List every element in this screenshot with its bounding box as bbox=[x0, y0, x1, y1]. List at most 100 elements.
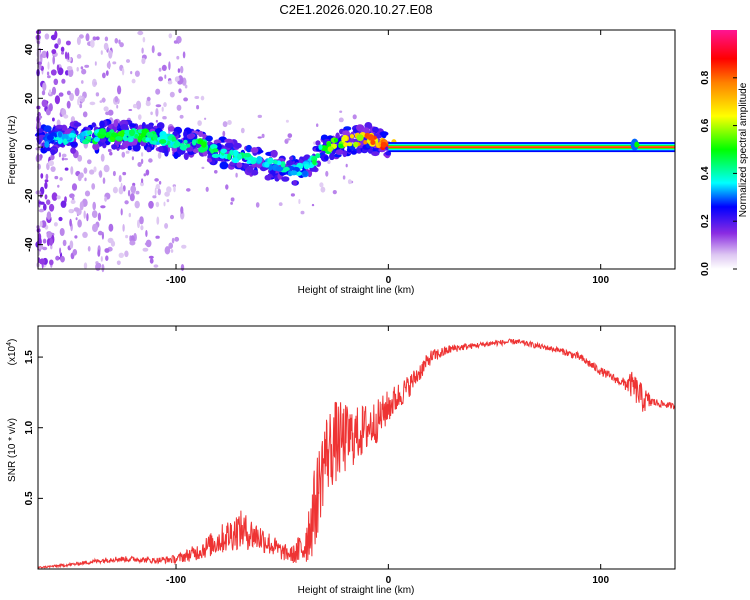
spectrogram-point-387 bbox=[86, 213, 89, 222]
snr-y-tick-label-1: 1.0 bbox=[24, 420, 35, 434]
spectrogram-point-126 bbox=[124, 250, 129, 258]
spectrogram-point-935 bbox=[195, 143, 201, 149]
spectrogram-point-453 bbox=[63, 158, 68, 161]
spectrogram-point-411 bbox=[117, 85, 122, 95]
spectrogram-point-475 bbox=[325, 170, 329, 177]
spectrogram-point-448 bbox=[158, 180, 162, 185]
spectrogram-point-785 bbox=[202, 133, 207, 139]
spectrogram-point-52 bbox=[128, 212, 131, 218]
spectrogram-point-10 bbox=[112, 170, 116, 177]
spectrogram-point-1269 bbox=[57, 131, 63, 138]
spectrogram-point-262 bbox=[178, 88, 182, 94]
spectrogram-point-421 bbox=[352, 114, 357, 120]
spectrogram-point-1061 bbox=[256, 156, 263, 163]
spectrogram-point-279 bbox=[71, 183, 78, 191]
spectrogram-point-6 bbox=[140, 225, 144, 231]
snr-multiplier-exp: 4 bbox=[6, 342, 13, 346]
spectrogram-point-415 bbox=[79, 201, 84, 211]
snr-x-tick-label-0: -100 bbox=[166, 575, 186, 586]
spectrogram-point-307 bbox=[125, 234, 129, 239]
spectrogram-point-493 bbox=[161, 106, 164, 112]
snr-frame bbox=[37, 325, 676, 570]
spectrogram-point-1230 bbox=[180, 144, 188, 151]
snr-series-line bbox=[37, 338, 676, 569]
spectrogram-point-190 bbox=[44, 33, 50, 40]
spectrogram-point-24 bbox=[94, 61, 97, 66]
spectrogram-point-379 bbox=[56, 64, 60, 72]
spectrogram-point-470 bbox=[79, 172, 84, 179]
spectrogram-point-88 bbox=[174, 236, 180, 242]
spectrogram-point-216 bbox=[51, 86, 57, 95]
spectrogram-point-205 bbox=[141, 47, 144, 54]
spectrogram-point-209 bbox=[149, 258, 154, 264]
spectrogram-point-85 bbox=[84, 190, 91, 197]
spectrogram-point-440 bbox=[319, 182, 324, 188]
spectrogram-point-298 bbox=[180, 264, 185, 271]
spectrogram-point-1217 bbox=[220, 148, 228, 154]
snr-x-tick-label-2: 100 bbox=[592, 575, 609, 586]
spectrogram-point-435 bbox=[155, 119, 158, 123]
colorbar-tick-label-4: 0.8 bbox=[700, 70, 711, 84]
spectrogram-point-49 bbox=[156, 216, 160, 225]
spectrogram-point-369 bbox=[91, 210, 98, 219]
spectrogram-point-1239 bbox=[283, 166, 290, 172]
spectrogram-point-113 bbox=[46, 199, 51, 205]
spectrogram-point-392 bbox=[142, 36, 146, 43]
spectrogram-point-381 bbox=[137, 30, 144, 36]
spectrogram-point-84 bbox=[126, 59, 130, 63]
spectrogram-point-903 bbox=[289, 156, 294, 161]
spectrogram-point-495 bbox=[78, 96, 83, 99]
spectrogram-point-7 bbox=[78, 34, 84, 39]
spectrogram-point-375 bbox=[152, 195, 157, 199]
spectrogram-point-391 bbox=[64, 51, 68, 60]
spectrogram-point-1004 bbox=[111, 144, 118, 150]
spectrogram-point-25 bbox=[82, 111, 88, 118]
spectrogram-y-tick-label-0: -40 bbox=[24, 237, 35, 252]
spectrogram-point-394 bbox=[66, 100, 71, 109]
spectrogram-point-364 bbox=[50, 154, 55, 161]
spectrogram-point-919 bbox=[270, 149, 278, 158]
spectrogram-point-955 bbox=[371, 151, 380, 157]
spectrogram-x-tick-label-0: -100 bbox=[166, 275, 186, 286]
spectrogram-point-368 bbox=[102, 72, 106, 79]
spectrogram-point-346 bbox=[119, 42, 124, 48]
spectrogram-point-437 bbox=[235, 172, 238, 178]
spectrogram-point-296 bbox=[73, 207, 80, 212]
colorbar-tick-label-3: 0.6 bbox=[700, 118, 711, 132]
spectrogram-point-406 bbox=[180, 65, 184, 74]
spectrogram-point-78 bbox=[54, 175, 59, 180]
spectrogram-point-179 bbox=[103, 164, 110, 173]
spectrogram-point-462 bbox=[230, 197, 235, 202]
spectrogram-point-270 bbox=[67, 52, 70, 61]
spectrogram-point-800 bbox=[245, 144, 253, 153]
spectrogram-point-122 bbox=[114, 38, 119, 44]
spectrogram-point-98 bbox=[62, 239, 67, 247]
spectrogram-point-56 bbox=[137, 162, 142, 167]
spectrogram-point-783 bbox=[55, 124, 64, 129]
spectrogram-point-255 bbox=[45, 173, 49, 180]
spectrogram-point-485 bbox=[194, 96, 200, 99]
spectrogram-point-1235 bbox=[61, 133, 69, 141]
spectrogram-point-739 bbox=[236, 162, 243, 169]
spectrogram-point-459 bbox=[146, 96, 151, 102]
spectrogram-point-1066 bbox=[273, 159, 278, 165]
spectrogram-point-54 bbox=[100, 50, 103, 55]
spectrogram-point-175 bbox=[42, 238, 47, 244]
spectrogram-point-355 bbox=[59, 247, 62, 255]
spectrogram-point-345 bbox=[155, 235, 160, 239]
spectrogram-point-156 bbox=[75, 217, 78, 221]
spectrogram-point-469 bbox=[290, 193, 295, 197]
spectrogram-point-434 bbox=[227, 120, 232, 125]
spectrogram-point-1045 bbox=[349, 134, 355, 139]
spectrogram-point-490 bbox=[196, 105, 200, 110]
snr-y-tick-label-0: 0.5 bbox=[24, 491, 35, 505]
spectrogram-point-471 bbox=[197, 120, 202, 126]
spectrogram-point-178 bbox=[47, 61, 50, 70]
spectrogram-point-112 bbox=[44, 181, 48, 190]
spectrogram-point-972 bbox=[250, 147, 259, 154]
spectrogram-point-41 bbox=[54, 43, 59, 49]
snr-x-axis-label: Height of straight line (km) bbox=[298, 585, 415, 596]
spectrogram-point-186 bbox=[63, 114, 69, 119]
spectrogram-point-1276 bbox=[267, 157, 274, 165]
